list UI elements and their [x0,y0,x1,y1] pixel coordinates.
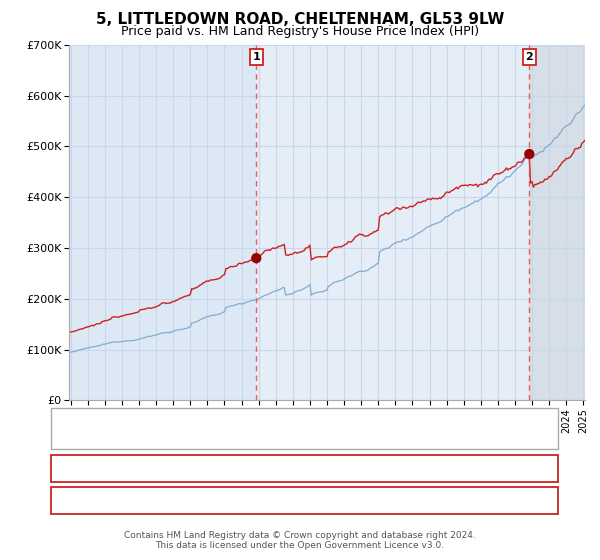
Text: 1: 1 [253,52,260,62]
Text: £280,000: £280,000 [198,463,251,473]
Point [251,254,261,263]
Bar [529,45,592,400]
Text: 2: 2 [526,52,533,62]
Text: 12% ↓ HPI: 12% ↓ HPI [315,496,374,506]
Text: 5, LITTLEDOWN ROAD, CHELTENHAM, GL53 9LW (detached house): 5, LITTLEDOWN ROAD, CHELTENHAM, GL53 9LW… [96,413,441,423]
Text: HPI: Average price, detached house, Cheltenham: HPI: Average price, detached house, Chel… [96,431,353,441]
Point [524,150,534,158]
Text: 1: 1 [61,463,68,473]
Bar [256,45,529,400]
Text: £485,000: £485,000 [198,496,251,506]
Text: 5, LITTLEDOWN ROAD, CHELTENHAM, GL53 9LW: 5, LITTLEDOWN ROAD, CHELTENHAM, GL53 9LW [96,12,504,27]
Text: Contains HM Land Registry data © Crown copyright and database right 2024.
This d: Contains HM Land Registry data © Crown c… [124,531,476,550]
Bar [529,45,592,400]
Text: 09-NOV-2005: 09-NOV-2005 [84,463,158,473]
Text: 2: 2 [61,496,68,506]
Text: 7% ↓ HPI: 7% ↓ HPI [315,463,367,473]
Text: Price paid vs. HM Land Registry's House Price Index (HPI): Price paid vs. HM Land Registry's House … [121,25,479,38]
Text: 03-NOV-2021: 03-NOV-2021 [84,496,158,506]
